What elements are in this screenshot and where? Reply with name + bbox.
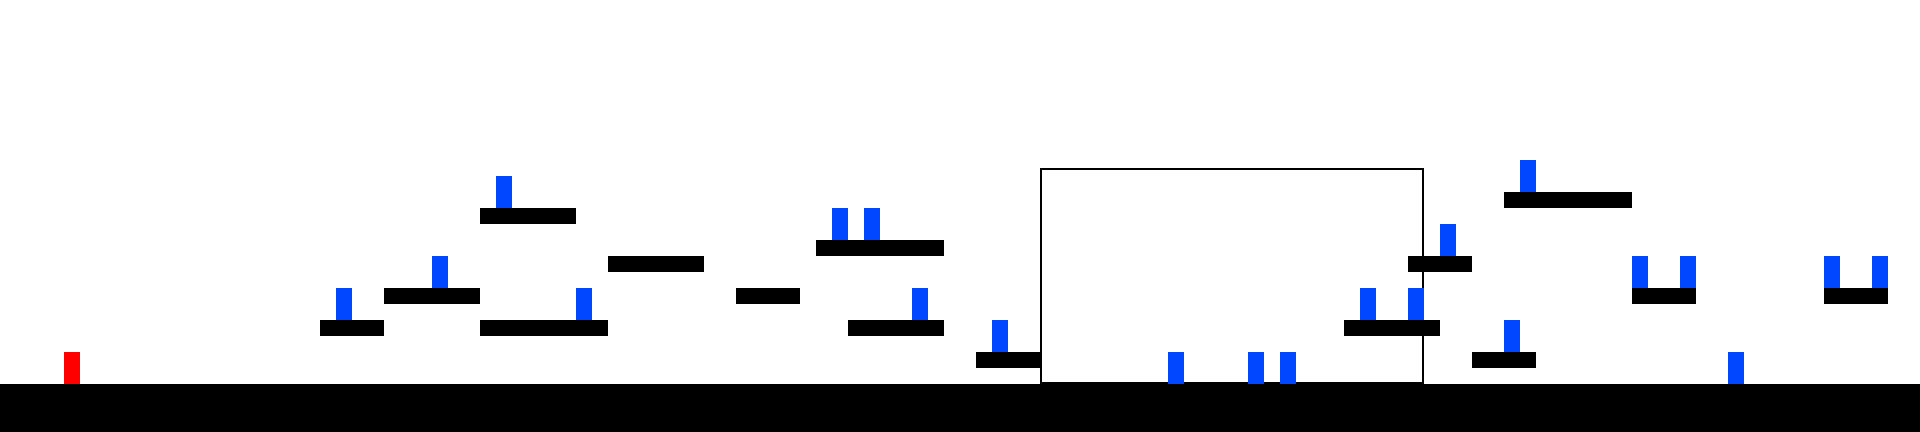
platform bbox=[1824, 288, 1888, 304]
enemy bbox=[1504, 320, 1520, 352]
outlined-box bbox=[1040, 168, 1424, 384]
enemy bbox=[1728, 352, 1744, 384]
enemy bbox=[1360, 288, 1376, 320]
platform bbox=[736, 288, 800, 304]
enemy bbox=[336, 288, 352, 320]
platform bbox=[1408, 256, 1472, 272]
enemy bbox=[1168, 352, 1184, 384]
enemy bbox=[1824, 256, 1840, 288]
enemy bbox=[1248, 352, 1264, 384]
platform bbox=[1632, 288, 1696, 304]
platform bbox=[848, 320, 944, 336]
enemy bbox=[1280, 352, 1296, 384]
platform bbox=[608, 256, 704, 272]
enemy bbox=[912, 288, 928, 320]
platform bbox=[1504, 192, 1632, 208]
enemy bbox=[1872, 256, 1888, 288]
platform bbox=[816, 240, 944, 256]
enemy bbox=[1440, 224, 1456, 256]
ground bbox=[0, 384, 1920, 432]
enemy bbox=[576, 288, 592, 320]
enemy bbox=[1632, 256, 1648, 288]
player-character bbox=[64, 352, 80, 384]
enemy bbox=[1520, 160, 1536, 192]
platform bbox=[1472, 352, 1536, 368]
enemy bbox=[1680, 256, 1696, 288]
platform bbox=[384, 288, 480, 304]
enemy bbox=[1408, 288, 1424, 320]
platform bbox=[1344, 320, 1440, 336]
enemy bbox=[432, 256, 448, 288]
platform bbox=[480, 320, 608, 336]
platform bbox=[320, 320, 384, 336]
enemy bbox=[496, 176, 512, 208]
platform bbox=[480, 208, 576, 224]
enemy bbox=[832, 208, 848, 240]
platform bbox=[976, 352, 1040, 368]
enemy bbox=[864, 208, 880, 240]
enemy bbox=[992, 320, 1008, 352]
